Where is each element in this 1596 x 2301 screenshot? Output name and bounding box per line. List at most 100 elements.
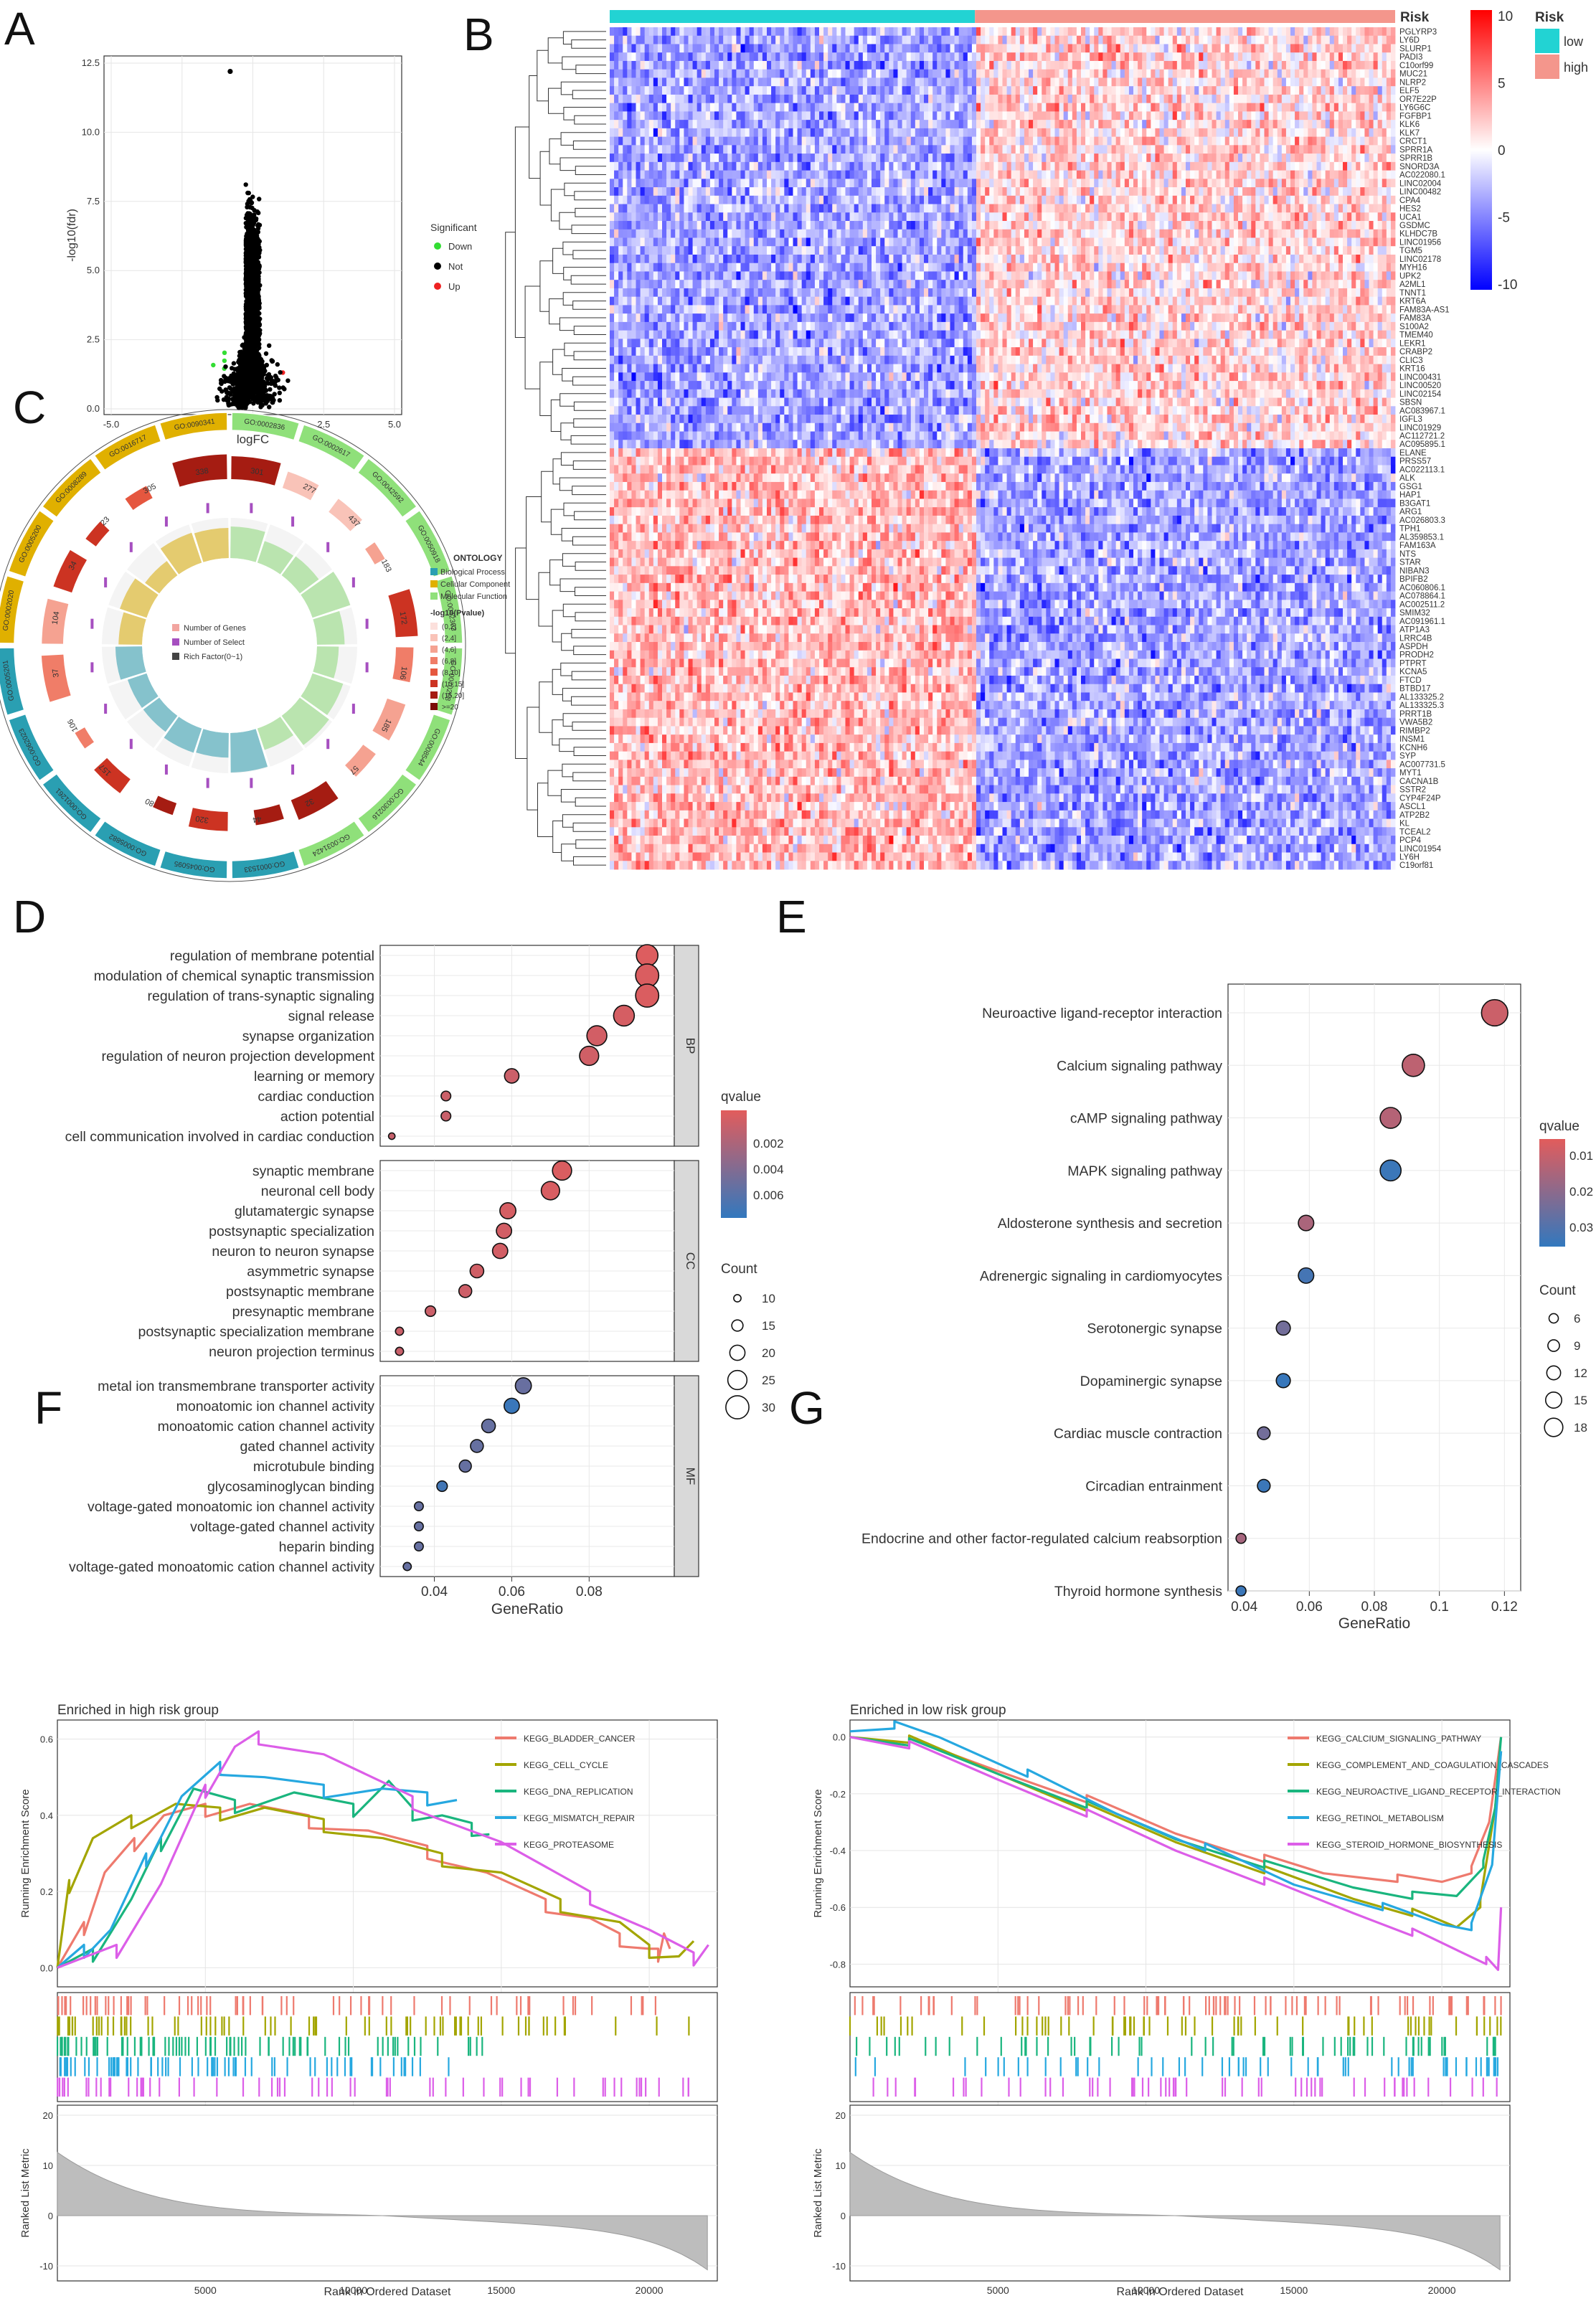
heatmap-cell: [1251, 69, 1256, 78]
heatmap-cell: [727, 52, 732, 62]
heatmap-cell: [1019, 27, 1025, 37]
heatmap-cell: [618, 27, 623, 37]
heatmap-cell: [1212, 94, 1217, 104]
heatmap-cell: [998, 35, 1003, 44]
heatmap-cell: [915, 94, 920, 104]
heatmap-cell: [1120, 27, 1125, 37]
heatmap-cell: [749, 35, 755, 44]
heatmap-cell: [945, 52, 950, 62]
heatmap-cell: [1046, 35, 1051, 44]
heatmap-cell: [767, 35, 772, 44]
heatmap-cell: [858, 52, 864, 62]
heatmap-cell: [1090, 44, 1095, 53]
heatmap-cell: [862, 77, 868, 87]
heatmap-cell: [1295, 27, 1300, 37]
heatmap-cell: [1142, 27, 1147, 37]
heatmap-cell: [993, 77, 998, 87]
heatmap-cell: [1168, 52, 1174, 62]
heatmap-cell: [1090, 35, 1095, 44]
heatmap-cell: [906, 52, 912, 62]
heatmap-cell: [1220, 27, 1226, 37]
heatmap-cell: [1142, 69, 1147, 78]
heatmap-cell: [1029, 69, 1034, 78]
heatmap-cell: [1272, 52, 1278, 62]
heatmap-cell: [1281, 77, 1287, 87]
heatmap-cell: [1207, 77, 1212, 87]
x-tick-label: 5.0: [388, 419, 401, 430]
heatmap-cell: [841, 103, 846, 112]
heatmap-cell: [692, 27, 698, 37]
heatmap-cell: [1142, 77, 1147, 87]
heatmap-cell: [889, 69, 894, 78]
heatmap-cell: [985, 27, 990, 37]
heatmap-cell: [1037, 60, 1042, 70]
heatmap-cell: [762, 77, 768, 87]
heatmap-cell: [867, 86, 872, 95]
heatmap-cell: [1329, 69, 1335, 78]
heatmap-cell: [709, 60, 715, 70]
heatmap-cell: [932, 44, 938, 53]
volcano-point: [252, 277, 258, 282]
heatmap-cell: [757, 60, 763, 70]
heatmap-cell: [1199, 94, 1204, 104]
heatmap-cell: [884, 27, 889, 37]
heatmap-cell: [1216, 86, 1222, 95]
heatmap-cell: [1015, 94, 1021, 104]
heatmap-cell: [762, 27, 768, 37]
heatmap-cell: [937, 86, 942, 95]
heatmap-cell: [1002, 60, 1007, 70]
heatmap-cell: [705, 27, 711, 37]
heatmap-cell: [1111, 94, 1117, 104]
heatmap-cell: [1360, 86, 1365, 95]
heatmap-cell: [684, 27, 689, 37]
heatmap-cell: [1015, 35, 1021, 44]
heatmap-cell: [1242, 94, 1247, 104]
heatmap-cell: [1233, 52, 1239, 62]
heatmap-cell: [1203, 86, 1208, 95]
heatmap-cell: [705, 60, 711, 70]
heatmap-cell: [662, 86, 667, 95]
heatmap-cell: [981, 103, 986, 112]
heatmap-cell: [1072, 77, 1077, 87]
heatmap-cell: [1224, 52, 1230, 62]
heatmap-cell: [1033, 86, 1038, 95]
heatmap-cell: [806, 27, 811, 37]
heatmap-cell: [932, 94, 938, 104]
heatmap-cell: [740, 35, 745, 44]
heatmap-cell: [636, 86, 641, 95]
heatmap-cell: [1085, 86, 1090, 95]
heatmap-cell: [814, 60, 820, 70]
heatmap-cell: [963, 60, 968, 70]
heatmap-cell: [1024, 77, 1029, 87]
heatmap-cell: [1233, 77, 1239, 87]
heatmap-cell: [958, 69, 964, 78]
volcano-point: [253, 367, 258, 372]
heatmap-cell: [924, 44, 929, 53]
heatmap-cell: [705, 77, 711, 87]
heatmap-cell: [1076, 27, 1082, 37]
heatmap-cell: [788, 103, 793, 112]
heatmap-cell: [610, 86, 615, 95]
heatmap-cell: [723, 44, 728, 53]
heatmap-cell: [1325, 44, 1331, 53]
heatmap-cell: [1373, 27, 1379, 37]
heatmap-cell: [867, 60, 872, 70]
heatmap-cell: [1333, 44, 1339, 53]
heatmap-cell: [767, 69, 772, 78]
heatmap-cell: [919, 35, 925, 44]
heatmap-cell: [1264, 86, 1269, 95]
heatmap-cell: [1128, 94, 1134, 104]
volcano-point: [277, 385, 282, 390]
heatmap-cell: [1190, 60, 1195, 70]
heatmap-cell: [884, 69, 889, 78]
heatmap-cell: [928, 60, 933, 70]
heatmap-cell: [709, 44, 715, 53]
heatmap-cell: [932, 69, 938, 78]
heatmap-cell: [757, 27, 763, 37]
heatmap-cell: [836, 86, 841, 95]
heatmap-cell: [954, 60, 960, 70]
heatmap-cell: [623, 94, 628, 104]
heatmap-cell: [963, 103, 968, 112]
heatmap-cell: [1272, 27, 1278, 37]
heatmap-cell: [810, 103, 816, 112]
